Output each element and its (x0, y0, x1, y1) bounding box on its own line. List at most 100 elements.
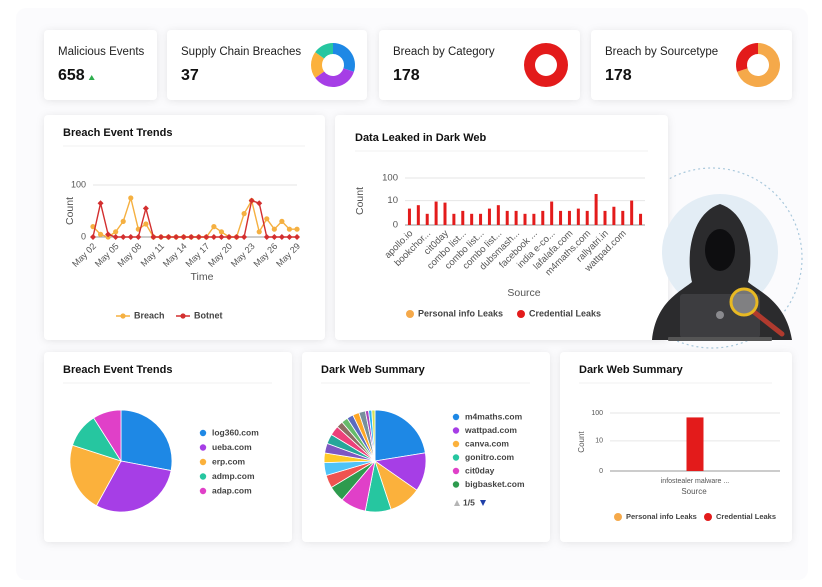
marker (286, 226, 293, 232)
y-tick-label: 0 (81, 231, 86, 241)
marker (120, 218, 126, 224)
marker (294, 234, 300, 240)
legend-marker (199, 487, 207, 495)
bar (585, 210, 589, 225)
marker (264, 216, 270, 222)
y-tick-label: 0 (393, 220, 398, 231)
legend-marker (452, 427, 460, 434)
bar (621, 210, 625, 225)
laptop-logo (716, 311, 724, 319)
marker (173, 234, 180, 240)
marker (127, 234, 134, 240)
legend-marker (452, 467, 460, 475)
slice (736, 43, 758, 72)
slice (524, 43, 568, 87)
marker (105, 231, 112, 238)
legend-label: wattpad.com (464, 425, 517, 435)
card (44, 115, 325, 340)
marker (135, 234, 142, 240)
legend-label: m4maths.com (465, 411, 523, 421)
marker (218, 229, 225, 235)
marker (203, 234, 210, 240)
card (44, 30, 157, 100)
bar (567, 210, 571, 225)
card (167, 30, 367, 100)
bar (550, 201, 554, 225)
legend-label: Breach (134, 310, 165, 320)
bar (505, 210, 509, 225)
legend-label: Personal info Leaks (626, 512, 697, 521)
legend-marker (406, 310, 414, 318)
slice (315, 68, 354, 88)
kpi-title: Breach by Sourcetype (605, 46, 718, 58)
marker (279, 218, 285, 224)
marker (271, 234, 278, 240)
legend-label: log360.com (212, 427, 259, 437)
slice (69, 444, 122, 507)
bar (559, 210, 563, 225)
bar (461, 210, 465, 225)
cards: Malicious Events 658 Supply Chain Breaches… (44, 30, 792, 542)
slice (374, 409, 426, 462)
bar (532, 213, 536, 225)
marker (263, 234, 270, 240)
y-axis-title: Count (354, 187, 366, 215)
marker (226, 234, 232, 240)
marker (233, 234, 240, 240)
legend-label: erp.com (212, 456, 246, 466)
legend-label: adap.com (212, 485, 252, 495)
legend-marker (180, 313, 186, 319)
legend-marker (199, 429, 207, 437)
bar (630, 200, 634, 225)
legend-marker (452, 440, 460, 448)
bar (443, 202, 447, 225)
slice (737, 43, 781, 87)
x-tick-label: infostealer malware ... (661, 478, 730, 485)
card (560, 352, 792, 542)
y-tick-label: 100 (71, 179, 86, 189)
y-tick-label: 100 (591, 410, 603, 417)
bar (416, 205, 420, 225)
marker (143, 221, 149, 227)
legend-label: Personal info Leaks (418, 308, 503, 318)
series-line (92, 199, 297, 238)
bar (425, 213, 429, 225)
hacker-illustration (652, 194, 792, 341)
marker (256, 200, 263, 207)
bar (487, 208, 491, 225)
card (591, 30, 792, 100)
slice (311, 52, 325, 78)
bar (496, 205, 500, 225)
legend-label: ueba.com (212, 442, 252, 452)
bar (612, 206, 616, 225)
marker (97, 231, 104, 237)
marker (286, 234, 293, 240)
y-axis-title: Count (64, 197, 76, 225)
marker (128, 195, 134, 201)
bar (434, 201, 438, 225)
card (335, 115, 668, 340)
legend-label: Botnet (194, 310, 223, 320)
chart-title: Dark Web Summary (321, 364, 426, 376)
y-tick-label: 0 (599, 468, 603, 475)
x-axis-title: Source (507, 287, 540, 299)
marker (278, 234, 285, 240)
slice (333, 43, 356, 72)
pager-prev (454, 500, 460, 506)
kpi-value: 178 (393, 67, 420, 84)
bar (452, 213, 456, 225)
marker (90, 234, 96, 240)
bar (603, 210, 607, 225)
legend-marker (452, 413, 460, 421)
marker (150, 234, 157, 240)
laptop-base (668, 337, 772, 341)
legend-label: Credential Leaks (716, 512, 776, 521)
marker (218, 234, 225, 240)
bar (686, 417, 704, 471)
x-axis-title: Source (681, 487, 707, 496)
bar (523, 213, 527, 225)
marker (180, 234, 187, 240)
slice (95, 460, 172, 513)
